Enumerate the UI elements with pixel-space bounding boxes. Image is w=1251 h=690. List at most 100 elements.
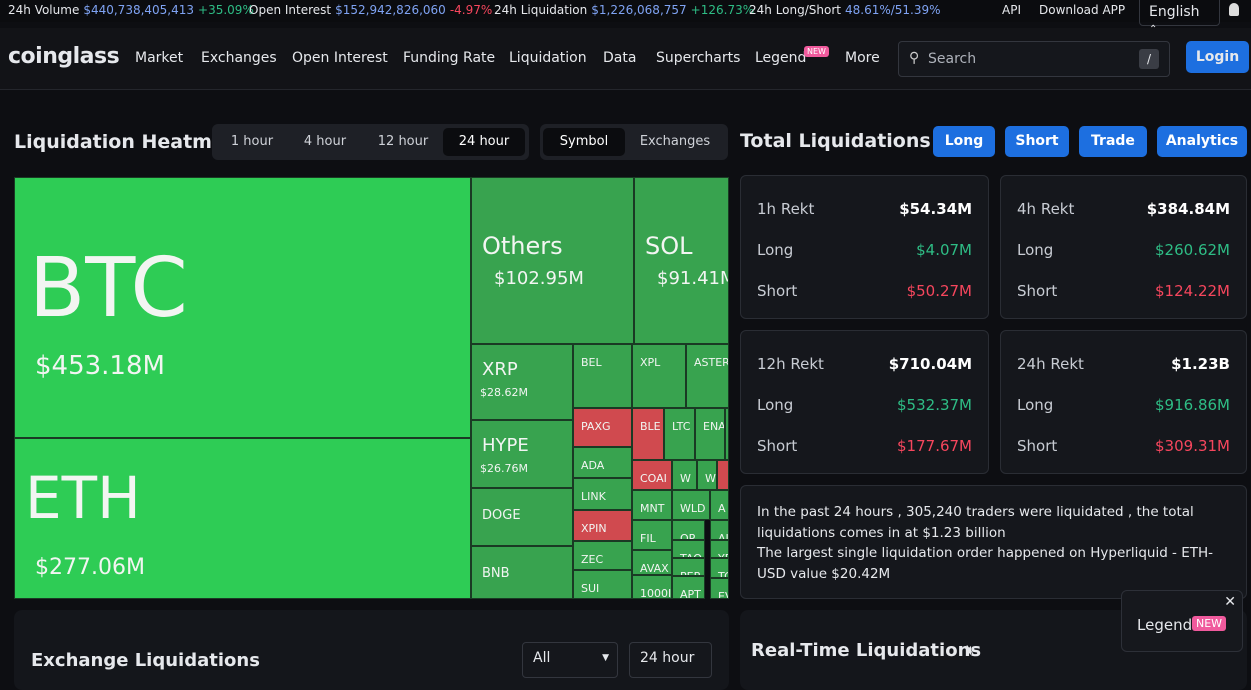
heatmap-tile[interactable]: FIL — [632, 520, 672, 550]
card-total: $1.23B — [1171, 355, 1230, 373]
nav-item[interactable]: Legend — [755, 50, 807, 66]
view-tab[interactable]: Exchanges — [639, 134, 711, 149]
tile-value: $453.18M — [35, 351, 165, 381]
heatmap-tile[interactable]: BEL — [573, 344, 632, 408]
heatmap-tile[interactable]: BNB — [471, 546, 573, 599]
search-box[interactable]: ⚲ Search / — [898, 41, 1170, 77]
action-button[interactable]: Analytics — [1157, 126, 1247, 157]
heatmap-tile[interactable]: OP — [672, 520, 705, 540]
heatmap-tile[interactable]: SOL $91.41M — [634, 177, 729, 344]
tile-label: TC — [718, 570, 728, 578]
heatmap-tile[interactable]: ENA — [695, 408, 725, 460]
exchange-filter[interactable]: All ▼ — [522, 642, 618, 678]
tile-label: AVAX — [640, 562, 669, 575]
heatmap-tile[interactable]: MNT — [632, 490, 672, 520]
nav-item[interactable]: More — [845, 50, 880, 66]
heatmap-tile[interactable]: W — [697, 460, 717, 490]
row-value: $4.07M — [916, 241, 972, 259]
time-tab[interactable]: 4 hour — [303, 134, 347, 149]
view-tab[interactable]: Symbol — [543, 128, 625, 156]
tile-label: ETH — [25, 464, 141, 532]
heatmap-tile[interactable]: XRP $28.62M — [471, 344, 573, 420]
stat-label: 24h Liquidation — [494, 3, 588, 17]
logo[interactable]: coinglass — [8, 44, 120, 69]
heatmap-tile[interactable]: HYPE $26.76M — [471, 420, 573, 488]
heatmap-tile[interactable]: SUI — [573, 570, 632, 599]
time-tab[interactable]: 1 hour — [230, 134, 274, 149]
stat-value: $1,226,068,757 — [591, 3, 687, 17]
heatmap-tile[interactable]: PAXG — [573, 408, 632, 447]
heatmap-tile[interactable]: A — [710, 490, 729, 520]
stat: 24h Long/Short 48.61%/51.39% — [749, 3, 941, 17]
tile-label: PEP — [680, 571, 700, 575]
heatmap-tile[interactable]: PEP — [672, 558, 705, 576]
heatmap-tile[interactable]: ADA — [573, 447, 632, 478]
heatmap-tile[interactable]: XPL — [632, 344, 686, 408]
login-button[interactable]: Login — [1186, 41, 1249, 73]
download-link[interactable]: Download APP — [1039, 3, 1126, 17]
heatmap-tile[interactable]: 1000I — [632, 575, 672, 599]
stat-value: $152,942,826,060 — [335, 3, 446, 17]
summary-box: In the past 24 hours , 305,240 traders w… — [740, 485, 1247, 599]
legend-label[interactable]: Legend — [1137, 616, 1193, 634]
heatmap-tile[interactable]: ASTER — [686, 344, 729, 408]
heatmap-tile[interactable]: TC — [710, 558, 729, 578]
period-value: 24 hour — [640, 650, 695, 666]
heatmap-tile[interactable]: WLD — [672, 490, 710, 520]
rekt-card: 4h Rekt $384.84M Long $260.62M Short $124.22M — [1000, 175, 1247, 319]
period-select[interactable]: 24 hour — [629, 642, 712, 678]
search-key: / — [1139, 49, 1159, 69]
notification-icon[interactable] — [1229, 3, 1239, 16]
heatmap-tile[interactable]: ETH $277.06M — [14, 438, 471, 599]
heatmap-tile[interactable]: LINK — [573, 478, 632, 510]
search-icon: ⚲ — [909, 50, 920, 66]
row-label: Long — [1017, 396, 1054, 414]
tile-label: SUI — [581, 582, 600, 595]
tile-label: BEL — [581, 356, 602, 369]
heatmap-tile[interactable]: TAO — [672, 540, 705, 558]
realtime-title: Real-Time Liquidations — [751, 640, 982, 661]
row-value: $916.86M — [1155, 396, 1230, 414]
row-value: $260.62M — [1155, 241, 1230, 259]
tile-value: $28.62M — [480, 386, 528, 399]
heatmap-tile[interactable]: ZEC — [573, 541, 632, 570]
chevron-icon: ▼ — [602, 653, 609, 663]
heatmap-tile[interactable]: YE — [710, 540, 729, 558]
action-button[interactable]: Long — [933, 126, 995, 157]
heatmap-tile[interactable]: XPIN — [573, 510, 632, 541]
action-button[interactable]: Short — [1005, 126, 1069, 157]
close-icon[interactable]: ✕ — [1224, 594, 1236, 610]
nav-item[interactable]: Open Interest — [292, 50, 388, 66]
tile-label: YE — [718, 553, 728, 557]
time-tab[interactable]: 24 hour — [443, 128, 525, 156]
nav-item[interactable]: Exchanges — [201, 50, 277, 66]
action-button[interactable]: Trade — [1079, 126, 1147, 157]
heatmap-tile[interactable]: EV — [710, 578, 729, 599]
api-link[interactable]: API — [1002, 3, 1021, 17]
nav-item[interactable]: Data — [603, 50, 637, 66]
rekt-card: 24h Rekt $1.23B Long $916.86M Short $309.31M — [1000, 330, 1247, 474]
time-tab[interactable]: 12 hour — [377, 134, 429, 149]
nav-item[interactable]: Supercharts — [656, 50, 741, 66]
heatmap-tile[interactable]: BLE — [632, 408, 664, 460]
language-select[interactable]: English ⌃⌄ — [1139, 0, 1220, 35]
legend-badge: NEW — [1192, 616, 1227, 631]
heatmap-tile[interactable]: COAI — [632, 460, 672, 490]
heatmap-tile[interactable]: AVAX — [632, 550, 672, 575]
nav-item[interactable]: Funding Rate — [403, 50, 496, 66]
heatmap-tile[interactable]: BTC $453.18M — [14, 177, 471, 438]
tile-label: COAI — [640, 472, 667, 485]
tile-value: $102.95M — [494, 268, 584, 289]
mute-icon[interactable]: 🔇︎ — [966, 641, 976, 659]
heatmap-tile[interactable]: DOGE — [471, 488, 573, 546]
nav-item[interactable]: Liquidation — [509, 50, 587, 66]
heatmap-tile[interactable]: W — [672, 460, 697, 490]
heatmap-tile[interactable]: LTC — [664, 408, 695, 460]
filter-value: All — [533, 650, 551, 666]
heatmap-tile[interactable]: Others $102.95M — [471, 177, 634, 344]
heatmap-tile[interactable]: AI — [710, 520, 729, 540]
tile-label: APT — [680, 588, 701, 599]
heatmap-tile[interactable]: APT — [672, 576, 705, 599]
nav-item[interactable]: Market — [135, 50, 184, 66]
card-total: $384.84M — [1146, 200, 1230, 218]
